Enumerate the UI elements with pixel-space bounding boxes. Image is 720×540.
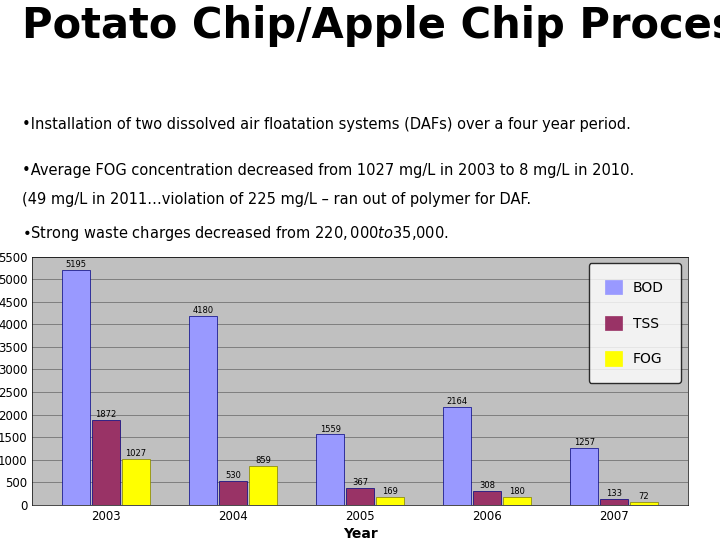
Bar — [376, 497, 404, 505]
Legend: BOD, TSS, FOG: BOD, TSS, FOG — [588, 264, 680, 383]
Text: 133: 133 — [606, 489, 622, 498]
Bar — [346, 488, 374, 505]
Bar — [444, 407, 471, 505]
Bar — [62, 271, 90, 505]
Text: (49 mg/L in 2011…violation of 225 mg/L – ran out of polymer for DAF.: (49 mg/L in 2011…violation of 225 mg/L –… — [22, 192, 531, 207]
Bar — [600, 499, 628, 505]
Text: 1559: 1559 — [320, 424, 341, 434]
Bar — [249, 466, 276, 505]
Text: Potato Chip/Apple Chip Processor: Potato Chip/Apple Chip Processor — [22, 5, 720, 47]
Text: •Strong waste charges decreased from $220,000 to $35,000.: •Strong waste charges decreased from $22… — [22, 224, 449, 242]
Text: •Installation of two dissolved air floatation systems (DAFs) over a four year pe: •Installation of two dissolved air float… — [22, 117, 631, 132]
Bar — [189, 316, 217, 505]
Bar — [122, 458, 150, 505]
Bar — [316, 435, 344, 505]
Bar — [570, 448, 598, 505]
Text: 169: 169 — [382, 488, 397, 496]
Text: •Average FOG concentration decreased from 1027 mg/L in 2003 to 8 mg/L in 2010.: •Average FOG concentration decreased fro… — [22, 163, 634, 178]
Text: 859: 859 — [255, 456, 271, 465]
Text: 1027: 1027 — [125, 449, 146, 457]
Text: 180: 180 — [509, 487, 525, 496]
Text: 2164: 2164 — [446, 397, 468, 406]
Text: 5195: 5195 — [66, 260, 86, 269]
Text: 1872: 1872 — [95, 410, 117, 420]
Text: 367: 367 — [352, 478, 368, 488]
Text: 4180: 4180 — [192, 306, 214, 315]
Text: 308: 308 — [479, 481, 495, 490]
Text: 530: 530 — [225, 471, 241, 480]
Bar — [92, 420, 120, 505]
Text: 72: 72 — [639, 492, 649, 501]
Bar — [473, 491, 501, 505]
Text: 1257: 1257 — [574, 438, 595, 447]
X-axis label: Year: Year — [343, 527, 377, 540]
Bar — [503, 497, 531, 505]
Bar — [630, 502, 658, 505]
Bar — [219, 481, 247, 505]
